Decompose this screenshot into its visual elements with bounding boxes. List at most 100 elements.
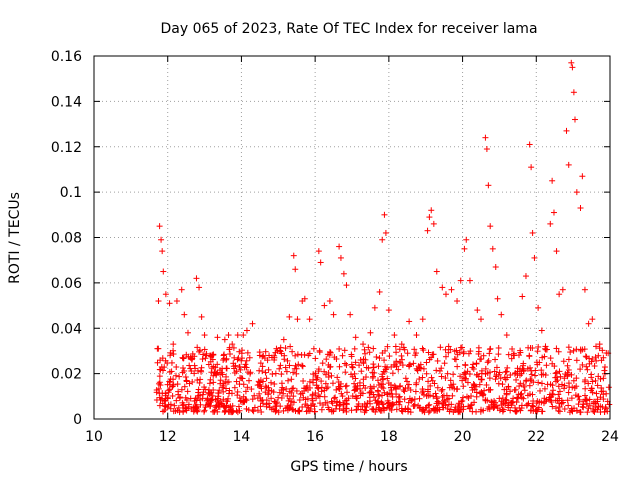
data-point-marker — [419, 345, 426, 352]
data-point-marker — [565, 356, 572, 363]
data-point-marker — [193, 275, 200, 282]
data-point-marker — [164, 381, 171, 388]
data-point-marker — [363, 407, 370, 414]
data-point-marker — [313, 382, 320, 389]
data-point-marker — [266, 400, 273, 407]
data-point-marker — [381, 211, 388, 218]
data-point-marker — [589, 316, 596, 323]
data-point-marker — [294, 351, 301, 358]
data-point-marker — [386, 353, 393, 360]
data-point-marker — [431, 380, 438, 387]
data-point-marker — [396, 401, 403, 408]
data-point-marker — [486, 350, 493, 357]
data-point-marker — [184, 388, 191, 395]
data-point-marker — [581, 286, 588, 293]
data-point-marker — [188, 405, 195, 412]
data-point-marker — [200, 351, 207, 358]
data-point-marker — [271, 398, 278, 405]
data-point-marker — [226, 346, 233, 353]
y-tick-label: 0.12 — [51, 140, 82, 156]
data-point-marker — [588, 374, 595, 381]
data-point-marker — [466, 277, 473, 284]
data-point-marker — [294, 316, 301, 323]
data-point-marker — [207, 376, 214, 383]
data-point-marker — [411, 396, 418, 403]
data-point-marker — [473, 360, 480, 367]
data-point-marker — [540, 400, 547, 407]
data-point-marker — [362, 350, 369, 357]
data-point-marker — [571, 384, 578, 391]
data-point-marker — [244, 384, 251, 391]
data-point-marker — [286, 388, 293, 395]
data-point-marker — [318, 378, 325, 385]
data-point-marker — [493, 373, 500, 380]
data-point-marker — [287, 402, 294, 409]
data-point-marker — [248, 386, 255, 393]
data-point-marker — [457, 406, 464, 413]
data-point-marker — [385, 307, 392, 314]
data-point-marker — [336, 363, 343, 370]
data-point-marker — [600, 375, 607, 382]
data-point-marker — [521, 387, 528, 394]
data-point-marker — [564, 362, 571, 369]
data-point-marker — [547, 355, 554, 362]
data-point-marker — [313, 395, 320, 402]
data-point-marker — [301, 351, 308, 358]
data-point-marker — [323, 356, 330, 363]
data-point-marker — [270, 406, 277, 413]
data-point-marker — [401, 346, 408, 353]
data-point-marker — [392, 343, 399, 350]
data-point-marker — [251, 392, 258, 399]
data-point-marker — [341, 347, 348, 354]
data-point-marker — [214, 361, 221, 368]
data-point-marker — [605, 384, 612, 391]
data-point-marker — [401, 396, 408, 403]
data-point-marker — [254, 407, 261, 414]
data-point-marker — [197, 376, 204, 383]
data-point-marker — [478, 316, 484, 323]
data-point-marker — [486, 386, 493, 393]
data-point-marker — [455, 408, 462, 415]
data-point-marker — [196, 348, 203, 355]
data-point-marker — [475, 348, 482, 355]
data-point-marker — [492, 376, 499, 383]
data-point-marker — [549, 390, 556, 397]
data-point-marker — [325, 369, 332, 376]
data-point-marker — [380, 368, 387, 375]
data-point-marker — [280, 336, 287, 343]
data-point-marker — [389, 370, 396, 377]
data-point-marker — [560, 358, 567, 365]
data-point-marker — [156, 379, 163, 386]
data-point-marker — [527, 345, 534, 352]
data-point-marker — [460, 394, 467, 401]
data-point-marker — [404, 350, 411, 357]
data-point-marker — [153, 389, 160, 396]
data-point-marker — [173, 363, 180, 370]
data-point-marker — [513, 376, 520, 383]
data-point-marker — [501, 374, 508, 381]
data-point-marker — [269, 371, 276, 378]
data-point-marker — [552, 405, 559, 412]
data-point-marker — [180, 401, 187, 408]
data-point-marker — [305, 407, 312, 414]
data-point-marker — [325, 361, 332, 368]
data-point-marker — [515, 391, 522, 398]
data-point-marker — [520, 395, 527, 402]
data-point-marker — [155, 298, 162, 305]
data-point-marker — [483, 381, 490, 388]
data-point-marker — [482, 134, 489, 141]
data-point-marker — [233, 368, 240, 375]
data-point-marker — [243, 397, 250, 404]
data-point-marker — [374, 399, 381, 406]
data-point-marker — [387, 381, 394, 388]
data-point-marker — [556, 404, 563, 411]
data-point-marker — [595, 352, 602, 359]
data-point-marker — [570, 347, 577, 354]
data-point-marker — [556, 400, 563, 407]
data-point-marker — [516, 372, 523, 379]
y-tick-label: 0.06 — [51, 276, 82, 292]
data-point-marker — [371, 304, 378, 311]
data-point-marker — [256, 367, 263, 374]
data-point-marker — [328, 398, 335, 405]
data-point-marker — [295, 361, 302, 368]
